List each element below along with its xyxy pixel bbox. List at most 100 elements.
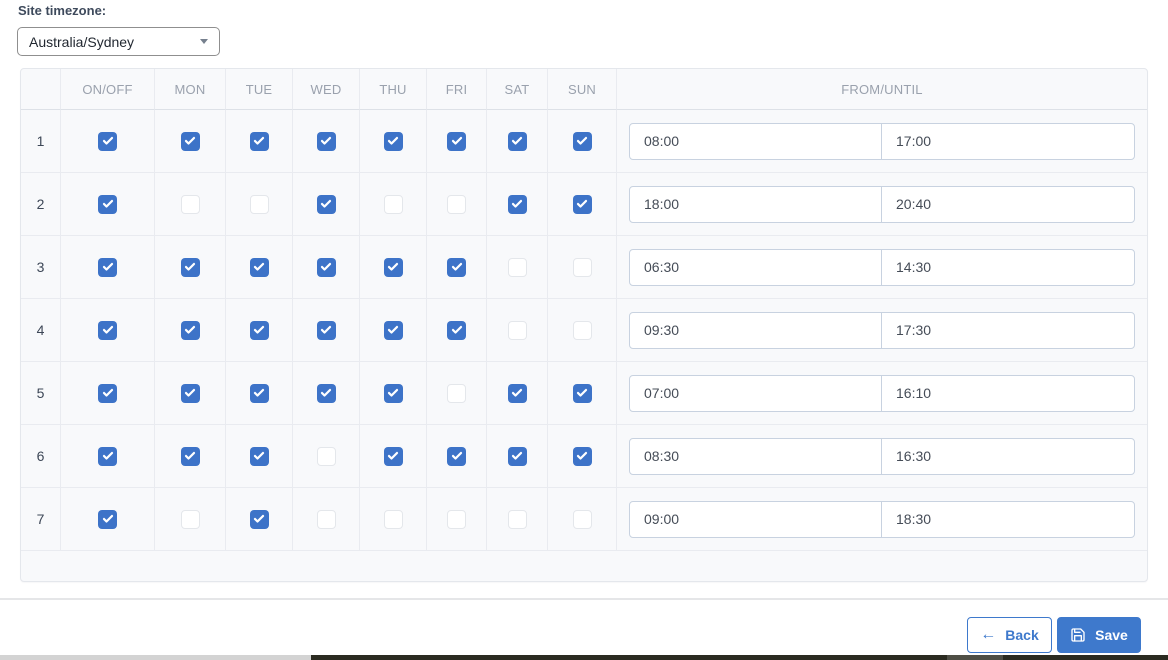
checkbox-thu-row7[interactable]	[383, 509, 403, 529]
checkbox-onoff-row5[interactable]	[98, 383, 117, 403]
checkbox-sat-row1[interactable]	[507, 131, 527, 151]
checkbox-fri-row4[interactable]	[447, 320, 466, 340]
checkbox-tue-row4[interactable]	[249, 320, 269, 340]
checkbox-sun-row1[interactable]	[572, 131, 592, 151]
checkbox-thu-row3[interactable]	[383, 257, 403, 277]
from-time-input-row7[interactable]	[630, 501, 882, 537]
until-time-input-row2[interactable]	[882, 186, 1134, 222]
table-row: 5	[21, 362, 1147, 425]
checkbox-tue-row6[interactable]	[249, 446, 269, 466]
checkbox-mon-row5[interactable]	[180, 383, 200, 403]
checkbox-sun-row4[interactable]	[572, 320, 592, 340]
checkbox-sat-row5[interactable]	[507, 383, 527, 403]
checkbox-wed-row2[interactable]	[316, 194, 336, 214]
checkbox-cell	[427, 488, 487, 551]
checkbox-fri-row2[interactable]	[447, 194, 466, 214]
checkbox-fri-row3[interactable]	[447, 257, 466, 277]
checkbox-onoff-row6[interactable]	[98, 446, 117, 466]
from-time-input-row6[interactable]	[630, 438, 882, 474]
checkbox-sun-row6[interactable]	[572, 446, 592, 466]
check-icon	[387, 262, 399, 271]
checkbox-onoff-row2[interactable]	[98, 194, 117, 214]
checkbox-mon-row3[interactable]	[180, 257, 200, 277]
checkbox-cell	[226, 236, 293, 299]
checkbox-mon-row6[interactable]	[180, 446, 200, 466]
checkbox-sun-row5[interactable]	[572, 383, 592, 403]
from-until-cell	[617, 362, 1147, 425]
checkbox-cell	[487, 236, 548, 299]
checkbox-thu-row5[interactable]	[383, 383, 403, 403]
save-button[interactable]: Save	[1057, 617, 1141, 653]
checkbox-tue-row1[interactable]	[249, 131, 269, 151]
check-icon	[253, 451, 265, 460]
checkbox-cell	[61, 110, 155, 173]
until-time-input-row1[interactable]	[882, 123, 1134, 159]
check-icon	[253, 514, 265, 523]
checkbox-onoff-row1[interactable]	[98, 131, 117, 151]
checkbox-wed-row4[interactable]	[316, 320, 336, 340]
until-time-input-row6[interactable]	[882, 438, 1134, 474]
back-button[interactable]: ← Back	[967, 617, 1052, 653]
timezone-select[interactable]: Australia/Sydney	[17, 27, 220, 56]
checkbox-sat-row4[interactable]	[507, 320, 527, 340]
from-time-input-row4[interactable]	[630, 312, 882, 348]
checkbox-sat-row7[interactable]	[507, 509, 527, 529]
checkbox-thu-row1[interactable]	[383, 131, 403, 151]
checkbox-onoff-row3[interactable]	[98, 257, 117, 277]
checkbox-cell	[487, 110, 548, 173]
until-time-input-row4[interactable]	[882, 312, 1134, 348]
checkbox-wed-row6[interactable]	[316, 446, 336, 466]
checkbox-thu-row2[interactable]	[383, 194, 403, 214]
checkbox-mon-row7[interactable]	[180, 509, 200, 529]
from-time-input-row2[interactable]	[630, 186, 882, 222]
checkbox-wed-row7[interactable]	[316, 509, 336, 529]
checkbox-onoff-row4[interactable]	[98, 320, 117, 340]
column-header-fromuntil: FROM/UNTIL	[617, 69, 1147, 110]
checkbox-tue-row3[interactable]	[249, 257, 269, 277]
checkbox-wed-row1[interactable]	[316, 131, 336, 151]
row-number: 2	[21, 173, 61, 236]
checkbox-cell	[155, 299, 226, 362]
checkbox-tue-row5[interactable]	[249, 383, 269, 403]
checkbox-mon-row1[interactable]	[180, 131, 200, 151]
checkbox-sat-row6[interactable]	[507, 446, 527, 466]
checkbox-thu-row6[interactable]	[383, 446, 403, 466]
from-until-cell	[617, 425, 1147, 488]
checkbox-tue-row2[interactable]	[249, 194, 269, 214]
checkbox-cell	[360, 236, 427, 299]
checkbox-mon-row4[interactable]	[180, 320, 200, 340]
check-icon	[511, 388, 523, 397]
from-until-cell	[617, 488, 1147, 551]
checkbox-sun-row7[interactable]	[572, 509, 592, 529]
checkbox-fri-row7[interactable]	[447, 509, 466, 529]
check-icon	[576, 451, 588, 460]
check-icon	[511, 199, 523, 208]
checkbox-fri-row1[interactable]	[447, 131, 466, 151]
checkbox-wed-row5[interactable]	[316, 383, 336, 403]
until-time-input-row7[interactable]	[882, 501, 1134, 537]
checkbox-sat-row2[interactable]	[507, 194, 527, 214]
check-icon	[102, 199, 113, 208]
checkbox-wed-row3[interactable]	[316, 257, 336, 277]
checkbox-fri-row6[interactable]	[447, 446, 466, 466]
checkbox-cell	[293, 362, 360, 425]
until-time-input-row5[interactable]	[882, 375, 1134, 411]
checkbox-thu-row4[interactable]	[383, 320, 403, 340]
checkbox-sat-row3[interactable]	[507, 257, 527, 277]
checkbox-mon-row2[interactable]	[180, 194, 200, 214]
checkbox-sun-row2[interactable]	[572, 194, 592, 214]
checkbox-tue-row7[interactable]	[249, 509, 269, 529]
checkbox-onoff-row7[interactable]	[98, 509, 117, 529]
from-time-input-row1[interactable]	[630, 123, 882, 159]
checkbox-cell	[548, 488, 617, 551]
table-row: 1	[21, 110, 1147, 173]
checkbox-cell	[427, 110, 487, 173]
from-time-input-row3[interactable]	[630, 249, 882, 285]
checkbox-cell	[61, 362, 155, 425]
dropdown-caret-icon	[200, 39, 208, 44]
until-time-input-row3[interactable]	[882, 249, 1134, 285]
checkbox-sun-row3[interactable]	[572, 257, 592, 277]
from-time-input-row5[interactable]	[630, 375, 882, 411]
checkbox-cell	[360, 425, 427, 488]
checkbox-fri-row5[interactable]	[447, 383, 466, 403]
